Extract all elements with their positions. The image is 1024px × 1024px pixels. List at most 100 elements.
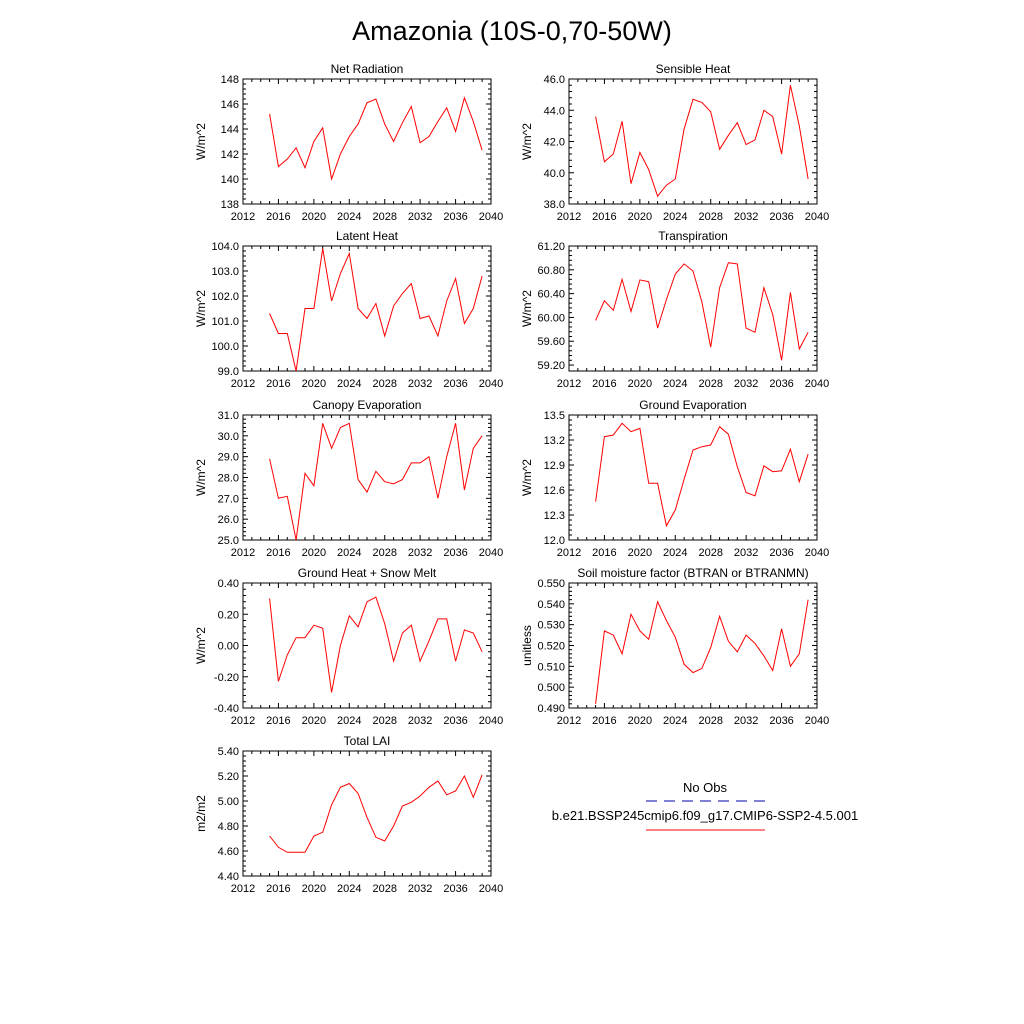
total-lai-ytick-label: 5.00 bbox=[218, 796, 239, 808]
canopy-evaporation-xtick-label: 2012 bbox=[231, 547, 255, 559]
soil-moisture-factor-btran-or-btranmn-ytick-label: 0.510 bbox=[537, 661, 565, 673]
latent-heat-xtick-label: 2020 bbox=[302, 378, 326, 390]
latent-heat-xtick-label: 2032 bbox=[408, 378, 432, 390]
latent-heat-ytick-label: 101.0 bbox=[211, 316, 239, 328]
ground-heat-snow-melt-title: Ground Heat + Snow Melt bbox=[298, 566, 437, 580]
sensible-heat-title: Sensible Heat bbox=[656, 62, 731, 76]
figure-title: Amazonia (10S-0,70-50W) bbox=[352, 16, 672, 46]
sensible-heat-xtick-label: 2012 bbox=[557, 211, 581, 223]
ground-heat-snow-melt-xtick-label: 2032 bbox=[408, 715, 432, 727]
net-radiation-ytick-label: 146 bbox=[221, 99, 239, 111]
latent-heat-xtick-label: 2016 bbox=[266, 378, 290, 390]
panel-total-lai: Total LAI m2/m2 4.40 4.60 4.80 5.00 5.20 5.40 20… bbox=[194, 734, 503, 895]
panel-ground-heat-snow-melt: Ground Heat + Snow Melt W/m^2 -0.40 -0.20 0.… bbox=[194, 566, 503, 727]
panel-transpiration: Transpiration W/m^2 59.20 59.60 60.00 60.40 60… bbox=[520, 229, 829, 390]
ground-heat-snow-melt-xtick-label: 2040 bbox=[479, 715, 503, 727]
ground-evaporation-xtick-label: 2012 bbox=[557, 547, 581, 559]
ground-heat-snow-melt-xtick-label: 2020 bbox=[302, 715, 326, 727]
ground-evaporation-xtick-label: 2036 bbox=[769, 547, 793, 559]
soil-moisture-factor-btran-or-btranmn-ytick-label: 0.520 bbox=[537, 641, 565, 653]
latent-heat-ylabel: W/m^2 bbox=[194, 290, 208, 327]
panel-net-radiation: Net Radiation W/m^2 138 140 142 144 146 148 2012… bbox=[194, 62, 503, 223]
net-radiation-ytick-label: 140 bbox=[221, 174, 239, 186]
total-lai-series-line bbox=[269, 774, 483, 853]
ground-evaporation-xtick-label: 2024 bbox=[663, 547, 687, 559]
canopy-evaporation-xtick-label: 2020 bbox=[302, 547, 326, 559]
net-radiation-plot-frame bbox=[242, 78, 492, 205]
net-radiation-ytick-label: 142 bbox=[221, 149, 239, 161]
canopy-evaporation-title: Canopy Evaporation bbox=[313, 398, 422, 412]
soil-moisture-factor-btran-or-btranmn-xtick-label: 2024 bbox=[663, 715, 687, 727]
sensible-heat-xtick-label: 2036 bbox=[769, 211, 793, 223]
legend-model-label: b.e21.BSSP245cmip6.f09_g17.CMIP6-SSP2-4.… bbox=[552, 808, 858, 823]
sensible-heat-ytick-label: 42.0 bbox=[544, 137, 565, 149]
legend-obs-label: No Obs bbox=[683, 780, 728, 795]
net-radiation-ylabel: W/m^2 bbox=[194, 123, 208, 160]
transpiration-ytick-label: 60.40 bbox=[537, 289, 565, 301]
latent-heat-ytick-label: 103.0 bbox=[211, 266, 239, 278]
latent-heat-title: Latent Heat bbox=[336, 229, 399, 243]
latent-heat-plot-frame bbox=[242, 245, 492, 372]
latent-heat-ytick-label: 99.0 bbox=[218, 366, 239, 378]
ground-evaporation-ytick-label: 13.5 bbox=[544, 410, 565, 422]
transpiration-xtick-label: 2040 bbox=[805, 378, 829, 390]
sensible-heat-ytick-label: 40.0 bbox=[544, 168, 565, 180]
net-radiation-xtick-label: 2032 bbox=[408, 211, 432, 223]
canopy-evaporation-ytick-label: 26.0 bbox=[218, 514, 239, 526]
soil-moisture-factor-btran-or-btranmn-plot-frame bbox=[568, 582, 818, 709]
ground-evaporation-ytick-label: 12.3 bbox=[544, 510, 565, 522]
total-lai-ylabel: m2/m2 bbox=[194, 795, 208, 832]
net-radiation-xtick-label: 2020 bbox=[302, 211, 326, 223]
canopy-evaporation-ytick-label: 27.0 bbox=[218, 493, 239, 505]
ground-heat-snow-melt-ylabel: W/m^2 bbox=[194, 627, 208, 664]
soil-moisture-factor-btran-or-btranmn-ytick-label: 0.550 bbox=[537, 578, 565, 590]
net-radiation-ytick-label: 138 bbox=[221, 199, 239, 211]
total-lai-xtick-label: 2012 bbox=[231, 883, 255, 895]
panel-canopy-evaporation: Canopy Evaporation W/m^2 25.0 26.0 27.0 28.0 2… bbox=[194, 398, 503, 559]
ground-evaporation-xtick-label: 2032 bbox=[734, 547, 758, 559]
soil-moisture-factor-btran-or-btranmn-ytick-label: 0.530 bbox=[537, 620, 565, 632]
transpiration-xtick-label: 2012 bbox=[557, 378, 581, 390]
net-radiation-title: Net Radiation bbox=[331, 62, 404, 76]
ground-heat-snow-melt-xtick-label: 2024 bbox=[337, 715, 361, 727]
soil-moisture-factor-btran-or-btranmn-xtick-label: 2036 bbox=[769, 715, 793, 727]
canopy-evaporation-xtick-label: 2032 bbox=[408, 547, 432, 559]
canopy-evaporation-xtick-label: 2024 bbox=[337, 547, 361, 559]
total-lai-plot-frame bbox=[242, 750, 492, 877]
ground-evaporation-xtick-label: 2028 bbox=[698, 547, 722, 559]
net-radiation-ytick-label: 144 bbox=[221, 124, 239, 136]
ground-evaporation-xtick-label: 2016 bbox=[592, 547, 616, 559]
ground-evaporation-ytick-label: 12.9 bbox=[544, 460, 565, 472]
transpiration-ytick-label: 60.80 bbox=[537, 265, 565, 277]
latent-heat-xtick-label: 2012 bbox=[231, 378, 255, 390]
transpiration-xtick-label: 2032 bbox=[734, 378, 758, 390]
soil-moisture-factor-btran-or-btranmn-ytick-label: 0.540 bbox=[537, 599, 565, 611]
soil-moisture-factor-btran-or-btranmn-xtick-label: 2020 bbox=[628, 715, 652, 727]
latent-heat-xtick-label: 2028 bbox=[372, 378, 396, 390]
ground-evaporation-ytick-label: 12.6 bbox=[544, 485, 565, 497]
sensible-heat-plot-frame bbox=[568, 78, 818, 205]
ground-evaporation-series-line bbox=[595, 422, 809, 528]
sensible-heat-ylabel: W/m^2 bbox=[520, 123, 534, 160]
latent-heat-ytick-label: 100.0 bbox=[211, 341, 239, 353]
transpiration-xtick-label: 2016 bbox=[592, 378, 616, 390]
net-radiation-xtick-label: 2028 bbox=[372, 211, 396, 223]
canopy-evaporation-xtick-label: 2016 bbox=[266, 547, 290, 559]
canopy-evaporation-ylabel: W/m^2 bbox=[194, 459, 208, 496]
sensible-heat-ytick-label: 46.0 bbox=[544, 74, 565, 86]
total-lai-ytick-label: 5.20 bbox=[218, 771, 239, 783]
soil-moisture-factor-btran-or-btranmn-xtick-label: 2016 bbox=[592, 715, 616, 727]
sensible-heat-ytick-label: 38.0 bbox=[544, 199, 565, 211]
net-radiation-xtick-label: 2040 bbox=[479, 211, 503, 223]
sensible-heat-series-line bbox=[595, 85, 809, 198]
transpiration-xtick-label: 2036 bbox=[769, 378, 793, 390]
transpiration-ytick-label: 60.00 bbox=[537, 312, 565, 324]
sensible-heat-xtick-label: 2032 bbox=[734, 211, 758, 223]
ground-heat-snow-melt-xtick-label: 2036 bbox=[443, 715, 467, 727]
panel-latent-heat: Latent Heat W/m^2 99.0 100.0 101.0 102.0 103.0… bbox=[194, 229, 503, 390]
net-radiation-xtick-label: 2012 bbox=[231, 211, 255, 223]
ground-evaporation-plot-frame bbox=[568, 414, 818, 541]
soil-moisture-factor-btran-or-btranmn-xtick-label: 2040 bbox=[805, 715, 829, 727]
canopy-evaporation-ytick-label: 25.0 bbox=[218, 535, 239, 547]
latent-heat-xtick-label: 2040 bbox=[479, 378, 503, 390]
